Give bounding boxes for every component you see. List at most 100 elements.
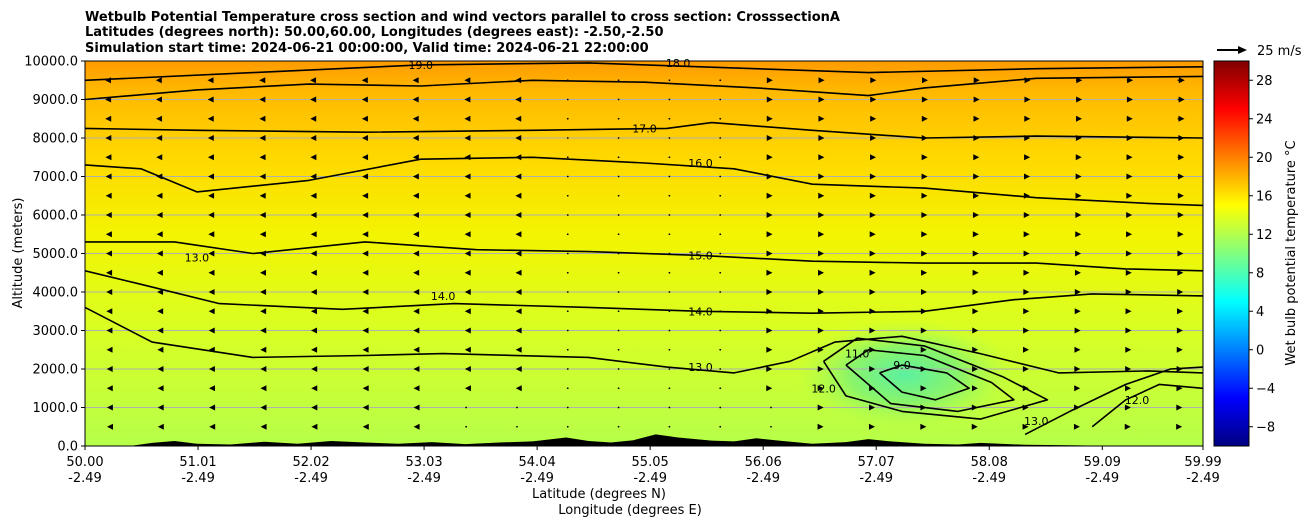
wind-vector-head bbox=[362, 154, 369, 161]
wind-vector-head bbox=[818, 231, 825, 238]
wind-vector-head bbox=[869, 385, 876, 392]
wind-vector-head bbox=[105, 250, 112, 257]
wind-vector-head bbox=[515, 231, 522, 238]
wind-vector-head bbox=[156, 250, 163, 257]
wind-vector-head bbox=[515, 173, 522, 180]
wind-vector-head bbox=[413, 346, 420, 353]
wind-vector-head bbox=[1126, 115, 1133, 122]
wind-vector-head bbox=[766, 115, 773, 122]
wind-vector-head bbox=[870, 135, 877, 141]
wind-vector-head bbox=[259, 154, 266, 161]
wind-vector-head bbox=[870, 96, 877, 103]
wind-vector-head bbox=[766, 77, 773, 84]
wind-vector-head bbox=[817, 404, 824, 411]
grid-lines bbox=[85, 61, 1203, 446]
y-tick-label: 8000.0 bbox=[33, 132, 79, 147]
wind-vector-head bbox=[413, 327, 420, 334]
wind-vector-head bbox=[818, 269, 825, 276]
wind-vector bbox=[566, 310, 569, 313]
wind-vector-head bbox=[155, 77, 162, 84]
wind-vector bbox=[566, 98, 569, 101]
x-tick-label-lon: -2.49 bbox=[746, 471, 780, 486]
wind-vector-head bbox=[973, 135, 980, 141]
wind-vector-head bbox=[1177, 231, 1184, 238]
wind-vector bbox=[668, 406, 671, 409]
wind-vector-head bbox=[413, 385, 420, 392]
wind-vector-head bbox=[869, 289, 876, 295]
wind-vector bbox=[566, 329, 569, 332]
wind-vector-head bbox=[1074, 289, 1081, 295]
contour-label: 13.0 bbox=[1024, 415, 1049, 428]
wind-vector-head bbox=[1024, 96, 1031, 103]
wind-vector-head bbox=[766, 366, 773, 372]
wind-vector-head bbox=[464, 346, 471, 353]
wind-vector bbox=[566, 291, 569, 293]
wind-vector-head bbox=[515, 212, 522, 218]
wind-vector-head bbox=[464, 250, 471, 257]
wind-vector bbox=[719, 368, 722, 370]
wind-vector bbox=[719, 252, 722, 255]
wind-vector-head bbox=[310, 154, 317, 161]
wind-vector bbox=[617, 310, 620, 313]
wind-vector bbox=[617, 98, 620, 101]
wind-vector bbox=[617, 156, 620, 159]
wind-vector-head bbox=[766, 250, 773, 257]
wind-vector-head bbox=[259, 173, 266, 180]
wind-vector-head bbox=[766, 269, 773, 276]
wind-vector-head bbox=[972, 308, 979, 315]
wind-vector bbox=[566, 368, 569, 370]
contour-labels: 13.0 14.0 15.0 16.0 17.0 18.0 19.0 9.0 11.0 12.0 1… bbox=[185, 57, 1150, 428]
wind-vector bbox=[719, 194, 722, 197]
wind-vector-head bbox=[362, 269, 369, 276]
wind-vector bbox=[566, 406, 569, 409]
wind-vector-head bbox=[464, 96, 471, 103]
wind-vector-head bbox=[156, 115, 163, 122]
wind-vector bbox=[617, 368, 620, 370]
wind-vector-head bbox=[1126, 231, 1133, 238]
x-tick-label-lon: -2.49 bbox=[1085, 471, 1119, 486]
wind-vector-head bbox=[208, 308, 215, 315]
wind-vector-head bbox=[1024, 77, 1031, 84]
wind-vector-head bbox=[818, 250, 825, 257]
wind-vector-head bbox=[104, 77, 111, 84]
wind-vector-head bbox=[1178, 135, 1185, 141]
wind-vector bbox=[719, 156, 722, 159]
wind-vector-head bbox=[515, 308, 522, 315]
wind-vector-head bbox=[259, 135, 266, 141]
wind-vector-head bbox=[311, 404, 318, 411]
wind-vector-head bbox=[464, 173, 471, 180]
contour-label: 14.0 bbox=[688, 305, 713, 318]
wind-vector-head bbox=[1126, 154, 1133, 161]
wind-vector-head bbox=[973, 154, 980, 161]
y-axis-label: Altitude (meters) bbox=[11, 198, 26, 309]
wind-vector-head bbox=[106, 327, 113, 334]
wind-vector-head bbox=[1075, 231, 1082, 238]
wind-vector bbox=[617, 291, 620, 293]
wind-vector-head bbox=[1076, 96, 1083, 103]
wind-vector-head bbox=[260, 308, 267, 315]
wind-vector-head bbox=[766, 212, 773, 218]
wind-vector-head bbox=[1126, 96, 1133, 103]
wind-vector-head bbox=[361, 135, 368, 141]
wind-vector-head bbox=[1124, 404, 1131, 411]
wind-vector-head bbox=[310, 173, 317, 180]
wind-vector-head bbox=[259, 96, 266, 103]
wind-vector-head bbox=[1023, 308, 1030, 315]
x-tick-label-lat: 50.00 bbox=[66, 455, 103, 470]
wind-vector bbox=[617, 137, 620, 139]
contour-lines bbox=[85, 62, 1203, 436]
wind-vector-head bbox=[1074, 269, 1081, 276]
wind-vector-head bbox=[921, 135, 928, 141]
wind-vector-head bbox=[464, 385, 471, 392]
wind-vector-head bbox=[972, 231, 979, 238]
wind-vector-head bbox=[412, 77, 419, 84]
contour-label: 14.0 bbox=[431, 290, 456, 303]
wind-vector bbox=[719, 117, 722, 120]
wind-vector-head bbox=[1178, 96, 1185, 103]
wind-vector-head bbox=[973, 96, 980, 103]
wind-vector bbox=[719, 137, 722, 139]
wind-vector-head bbox=[259, 192, 266, 199]
wind-vector-head bbox=[464, 289, 471, 295]
contour-label: 16.0 bbox=[688, 157, 713, 170]
contour-line bbox=[85, 121, 1203, 139]
